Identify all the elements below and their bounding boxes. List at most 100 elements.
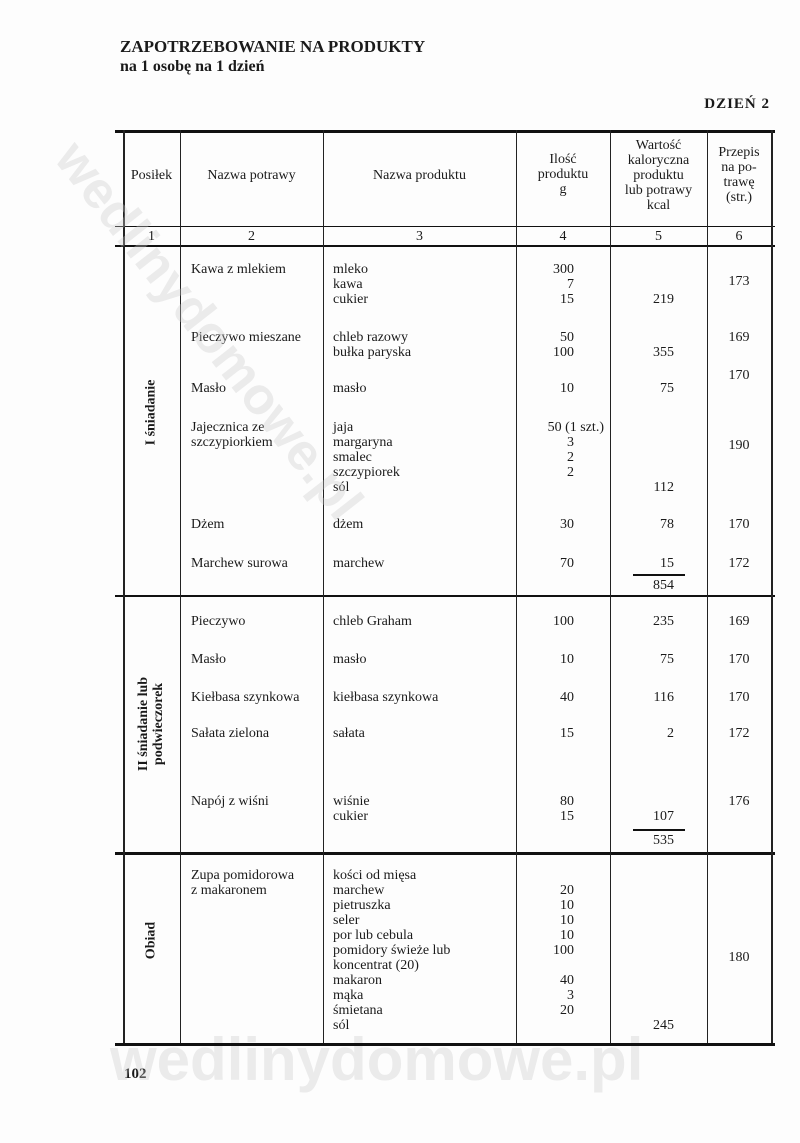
product-quantity: 40 xyxy=(560,690,574,705)
product-name: sól xyxy=(333,1018,350,1033)
column-divider xyxy=(771,130,773,1043)
recipe-page: 172 xyxy=(728,556,750,571)
dish-name: Napój z wiśni xyxy=(191,794,269,809)
product-quantity: 80 xyxy=(560,794,574,809)
column-number: 2 xyxy=(248,229,255,244)
product-quantity: 15 xyxy=(560,809,574,824)
product-name: marchew xyxy=(333,556,385,571)
product-name: masło xyxy=(333,381,367,396)
product-name: smalec xyxy=(333,450,372,465)
product-quantity: 30 xyxy=(560,517,574,532)
product-name: jaja xyxy=(333,420,354,435)
product-name: masło xyxy=(333,652,367,667)
kcal-value: 245 xyxy=(653,1018,674,1033)
product-quantity: 10 xyxy=(560,652,574,667)
dish-name: Marchew surowa xyxy=(191,556,288,571)
recipe-page: 169 xyxy=(728,614,750,629)
product-quantity: 10 xyxy=(560,913,574,928)
kcal-value: 116 xyxy=(653,690,674,705)
product-quantity: 50 xyxy=(560,330,574,345)
column-divider xyxy=(180,130,181,1043)
product-quantity: 10 xyxy=(560,898,574,913)
recipe-page: 190 xyxy=(728,438,750,453)
product-quantity: 100 xyxy=(553,943,574,958)
column-number: 3 xyxy=(416,229,423,244)
column-divider xyxy=(323,130,324,1043)
kcal-value: 75 xyxy=(660,652,674,667)
meal-total-kcal: 535 xyxy=(653,833,674,848)
day-label: DZIEŃ 2 xyxy=(704,96,770,112)
recipe-page: 173 xyxy=(728,274,750,289)
kcal-value: 75 xyxy=(660,381,674,396)
product-name: bułka paryska xyxy=(333,345,412,360)
product-name: koncentrat (20) xyxy=(333,958,419,973)
column-divider xyxy=(123,130,125,1043)
recipe-page: 170 xyxy=(728,690,750,705)
product-quantity: 3 xyxy=(567,988,574,1003)
page-subtitle: na 1 osobę na 1 dzień xyxy=(120,58,265,75)
recipe-page: 169 xyxy=(728,330,750,345)
product-quantity: 20 xyxy=(560,1003,574,1018)
dish-name: Kiełbasa szynkowa xyxy=(191,690,300,705)
table-rule xyxy=(115,1043,775,1046)
dish-name: Pieczywo xyxy=(191,614,246,629)
column-number: 4 xyxy=(559,229,567,244)
dish-name: Zupa pomidorowa z makaronem xyxy=(191,868,295,898)
kcal-value: 235 xyxy=(653,614,674,629)
column-header: Posiłek xyxy=(130,168,173,183)
dish-name: Masło xyxy=(191,652,226,667)
product-quantity: 15 xyxy=(560,726,574,741)
watermark-diagonal: wedlinydomowe.pl xyxy=(43,130,374,531)
column-header: Przepis na po- trawę (str.) xyxy=(718,145,760,205)
product-name: mleko xyxy=(333,262,368,277)
product-quantity: 300 xyxy=(553,262,574,277)
product-quantity: 100 xyxy=(553,345,574,360)
recipe-page: 180 xyxy=(728,950,750,965)
product-name: śmietana xyxy=(333,1003,383,1018)
product-name: kości od mięsa xyxy=(333,868,417,883)
sum-rule xyxy=(633,574,685,576)
kcal-value: 78 xyxy=(660,517,674,532)
product-quantity: 2 xyxy=(567,465,574,480)
product-name: por lub cebula xyxy=(333,928,414,943)
recipe-page: 170 xyxy=(728,652,750,667)
dish-name: Kawa z mlekiem xyxy=(191,262,286,277)
table-rule xyxy=(115,852,775,855)
kcal-value: 2 xyxy=(667,726,674,741)
watermark: wedlinydomowe.pl xyxy=(110,1026,644,1093)
product-name: kawa xyxy=(333,277,363,292)
product-name: chleb razowy xyxy=(333,330,409,345)
product-name: makaron xyxy=(333,973,382,988)
product-quantity: 20 xyxy=(560,883,574,898)
product-name: wiśnie xyxy=(333,794,370,809)
product-name: szczypiorek xyxy=(333,465,400,480)
product-name: seler xyxy=(333,913,360,928)
product-quantity: 10 xyxy=(560,381,574,396)
product-quantity: 10 xyxy=(560,928,574,943)
kcal-value: 107 xyxy=(653,809,674,824)
page-title: ZAPOTRZEBOWANIE NA PRODUKTY xyxy=(120,37,426,56)
dish-name: Pieczywo mieszane xyxy=(191,330,302,345)
meal-total-kcal: 854 xyxy=(653,578,674,593)
column-divider xyxy=(707,130,708,1043)
meal-name: Obiad xyxy=(143,921,159,959)
product-name: mąka xyxy=(333,988,364,1003)
column-divider xyxy=(516,130,517,1043)
column-header: Wartość kaloryczna produktu lub potrawy … xyxy=(624,138,693,213)
product-quantity: 15 xyxy=(560,292,574,307)
column-number: 5 xyxy=(655,229,662,244)
dish-name: Sałata zielona xyxy=(191,726,270,741)
dish-name: Masło xyxy=(191,381,226,396)
dish-name: Dżem xyxy=(191,517,225,532)
product-name: cukier xyxy=(333,292,368,307)
sum-rule xyxy=(633,829,685,831)
recipe-page: 172 xyxy=(728,726,750,741)
product-quantity: 7 xyxy=(567,277,574,292)
product-name: kiełbasa szynkowa xyxy=(333,690,439,705)
column-number: 1 xyxy=(148,229,155,244)
product-name: marchew xyxy=(333,883,385,898)
recipe-page: 176 xyxy=(728,794,750,809)
column-divider xyxy=(610,130,611,1043)
product-name: sól xyxy=(333,480,350,495)
product-name: pietruszka xyxy=(333,898,391,913)
